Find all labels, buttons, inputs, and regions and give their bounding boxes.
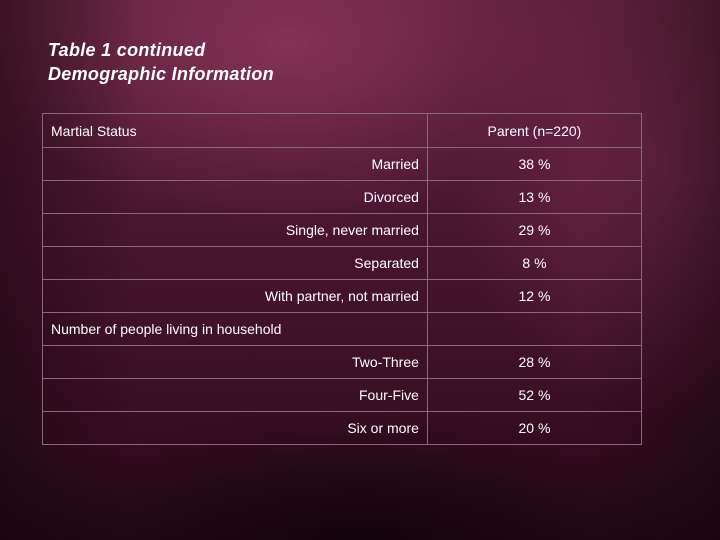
demographic-table: Martial Status Parent (n=220) Married 38… — [42, 113, 643, 445]
row-label: Two-Three — [42, 345, 428, 379]
row-value: 13 % — [426, 180, 643, 214]
table-row: Separated 8 % — [42, 246, 643, 280]
row-label: Single, never married — [42, 213, 428, 247]
row-value: 52 % — [426, 378, 643, 412]
title-line-2: Demographic Information — [48, 64, 274, 84]
table-row: Single, never married 29 % — [42, 213, 643, 247]
table-row: Six or more 20 % — [42, 411, 643, 445]
row-label: Separated — [42, 246, 428, 280]
slide-title: Table 1 continued Demographic Informatio… — [48, 38, 274, 86]
row-label: With partner, not married — [42, 279, 428, 313]
table-row: Married 38 % — [42, 147, 643, 181]
household-section-empty — [426, 312, 643, 346]
header-parent-count: Parent (n=220) — [426, 113, 643, 148]
row-label: Divorced — [42, 180, 428, 214]
table-row: With partner, not married 12 % — [42, 279, 643, 313]
row-value: 28 % — [426, 345, 643, 379]
row-value: 8 % — [426, 246, 643, 280]
table-row: Two-Three 28 % — [42, 345, 643, 379]
title-line-1: Table 1 continued — [48, 40, 206, 60]
household-section-row: Number of people living in household — [42, 312, 643, 346]
row-label: Six or more — [42, 411, 428, 445]
household-section-label: Number of people living in household — [42, 312, 428, 346]
table-row: Four-Five 52 % — [42, 378, 643, 412]
row-value: 20 % — [426, 411, 643, 445]
row-value: 38 % — [426, 147, 643, 181]
table-header-row: Martial Status Parent (n=220) — [42, 113, 643, 148]
header-marital-status: Martial Status — [42, 113, 428, 148]
row-label: Married — [42, 147, 428, 181]
row-value: 12 % — [426, 279, 643, 313]
table-row: Divorced 13 % — [42, 180, 643, 214]
row-value: 29 % — [426, 213, 643, 247]
row-label: Four-Five — [42, 378, 428, 412]
